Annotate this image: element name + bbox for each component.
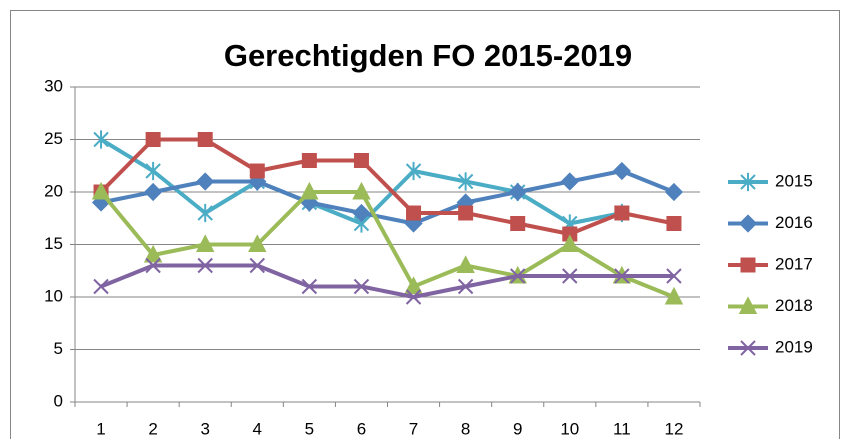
marker [197, 203, 213, 223]
marker [508, 182, 527, 202]
marker [457, 172, 474, 191]
marker [510, 216, 526, 231]
x-tick-label: 9 [513, 419, 522, 438]
marker [456, 255, 475, 273]
marker [352, 181, 371, 200]
marker [664, 182, 684, 202]
marker [664, 286, 684, 305]
marker [666, 268, 682, 284]
chart-title: Gerechtigden FO 2015-2019 [224, 38, 632, 73]
marker [143, 244, 163, 263]
y-tick-label: 20 [44, 181, 63, 200]
marker [301, 153, 317, 168]
marker [353, 153, 369, 168]
legend-label: 2019 [775, 337, 813, 356]
x-tick-label: 10 [560, 419, 579, 438]
marker [352, 203, 371, 223]
marker [301, 278, 318, 295]
marker [145, 257, 161, 274]
x-tick-label: 3 [200, 419, 209, 438]
marker [249, 163, 265, 179]
y-tick-label: 5 [54, 339, 63, 358]
marker [405, 161, 422, 181]
marker [562, 268, 578, 284]
marker [249, 257, 265, 274]
x-tick-label: 5 [305, 419, 314, 438]
series-line [99, 190, 675, 299]
marker [562, 226, 578, 242]
chart-frame [10, 10, 840, 439]
x-tick-label: 7 [409, 419, 418, 438]
x-tick-label: 2 [148, 419, 157, 438]
marker [144, 182, 163, 202]
marker [145, 132, 161, 147]
marker [197, 257, 213, 274]
y-tick-label: 10 [44, 286, 63, 305]
x-tick-label: 11 [613, 419, 631, 438]
marker [196, 172, 215, 191]
legend-marker [738, 296, 758, 314]
marker [457, 278, 474, 295]
marker [195, 234, 215, 252]
legend-marker [740, 340, 756, 356]
y-tick-label: 15 [44, 234, 63, 253]
x-tick-label: 1 [96, 419, 105, 438]
legend-label: 2016 [775, 213, 813, 232]
marker [353, 278, 370, 295]
marker [91, 181, 111, 200]
marker [405, 289, 422, 305]
legend-label: 2017 [775, 254, 813, 273]
marker [197, 132, 213, 147]
legend-label: 2018 [775, 296, 813, 315]
marker [248, 234, 267, 252]
marker [93, 130, 109, 149]
legend-label: 2015 [775, 171, 813, 190]
marker [560, 172, 579, 191]
y-tick-label: 30 [44, 76, 63, 95]
marker [458, 205, 474, 221]
marker [614, 205, 630, 221]
series-line [100, 263, 674, 299]
marker [93, 278, 109, 295]
marker [612, 161, 631, 181]
marker [666, 216, 682, 231]
marker [614, 268, 630, 284]
series-line [99, 137, 675, 236]
x-tick-label: 6 [357, 419, 366, 438]
legend-marker [740, 172, 756, 192]
x-tick-label: 12 [664, 419, 683, 438]
marker [300, 181, 319, 200]
legend-marker [738, 214, 758, 233]
marker [510, 268, 526, 284]
y-tick-label: 0 [54, 391, 63, 410]
marker [406, 205, 422, 221]
marker [560, 234, 580, 252]
x-tick-label: 4 [253, 419, 262, 438]
y-tick-label: 25 [44, 129, 63, 148]
series-line [100, 169, 675, 226]
x-tick-label: 8 [461, 419, 470, 438]
legend-marker [740, 257, 756, 273]
marker [404, 276, 423, 294]
marker [145, 161, 161, 181]
